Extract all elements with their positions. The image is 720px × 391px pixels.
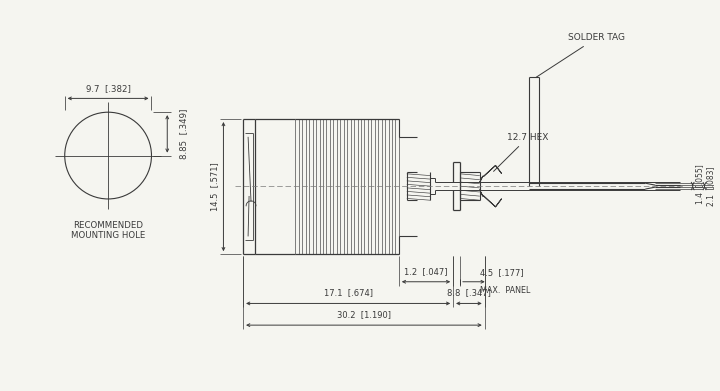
Text: MAX.  PANEL: MAX. PANEL xyxy=(480,286,530,295)
Text: SOLDER TAG: SOLDER TAG xyxy=(536,33,626,77)
Text: 1.4  [.055]: 1.4 [.055] xyxy=(695,164,703,204)
Text: 4.5  [.177]: 4.5 [.177] xyxy=(480,268,523,277)
Text: RECOMMENDED
MOUNTING HOLE: RECOMMENDED MOUNTING HOLE xyxy=(71,221,145,240)
Text: 14.5  [.571]: 14.5 [.571] xyxy=(210,162,220,211)
Text: 8.85  [.349]: 8.85 [.349] xyxy=(179,109,188,159)
Text: 17.1  [.674]: 17.1 [.674] xyxy=(324,289,373,298)
Text: 1.2  [.047]: 1.2 [.047] xyxy=(404,267,448,276)
Text: 2.1  [.083]: 2.1 [.083] xyxy=(706,167,716,206)
Text: 9.7  [.382]: 9.7 [.382] xyxy=(86,84,130,93)
Text: 8.8  [.347]: 8.8 [.347] xyxy=(447,289,491,298)
Text: 12.7 HEX: 12.7 HEX xyxy=(493,133,549,171)
Text: 30.2  [1.190]: 30.2 [1.190] xyxy=(337,310,391,319)
